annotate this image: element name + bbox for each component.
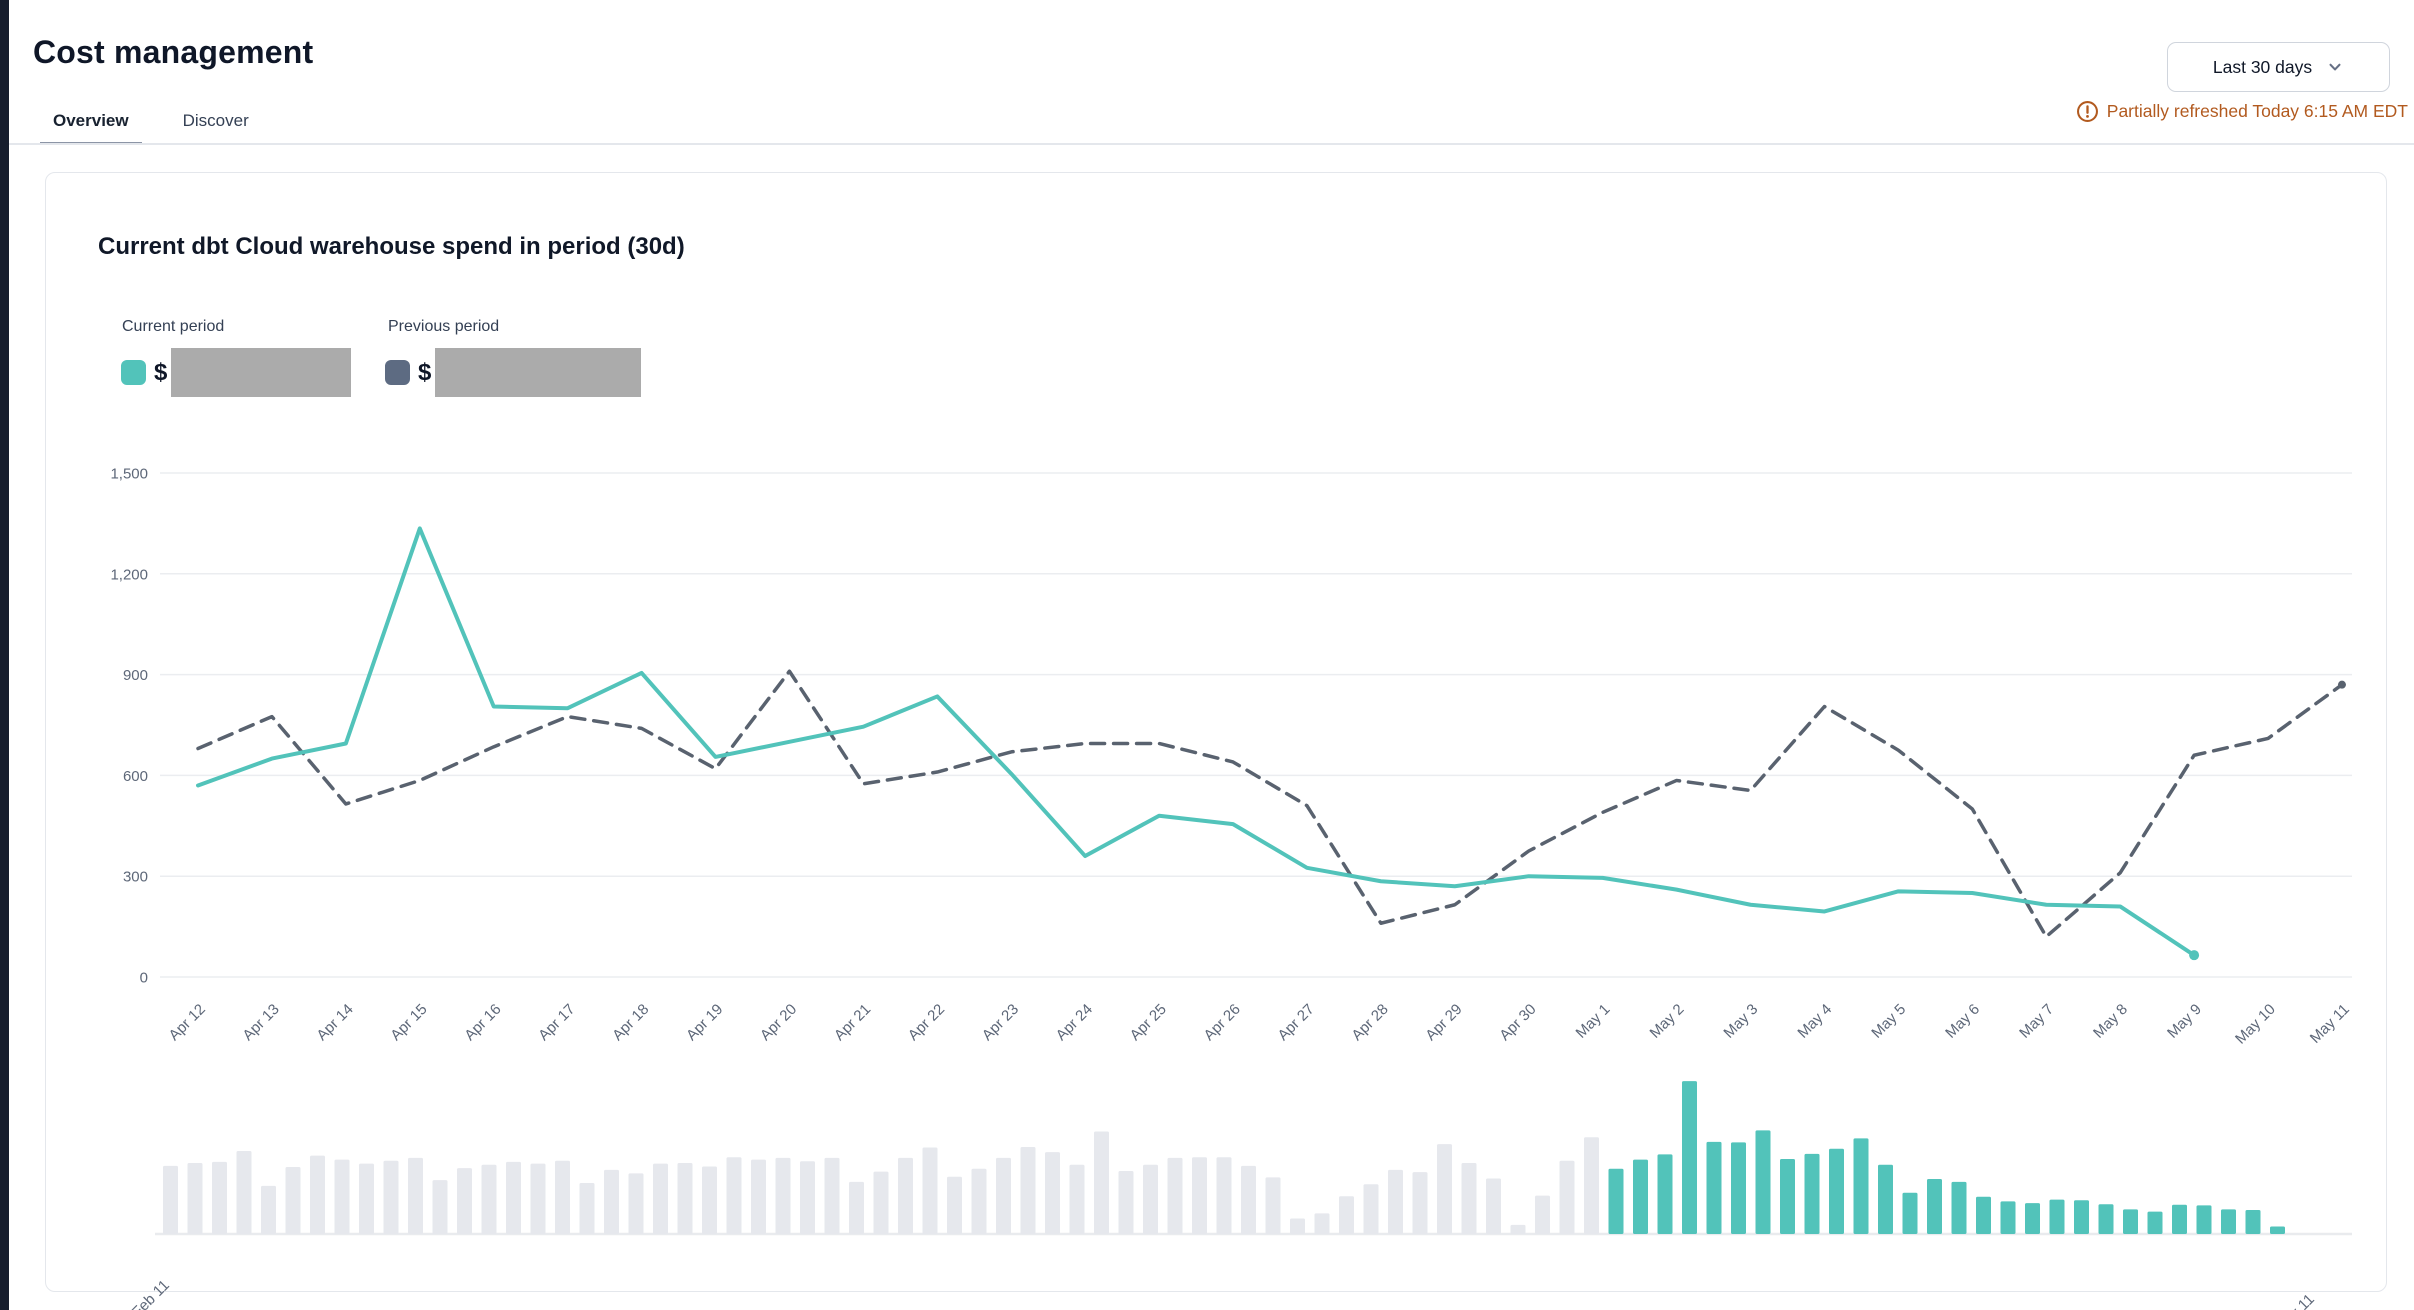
tab-overview-label: Overview	[53, 111, 129, 130]
svg-text:May 5: May 5	[1868, 1001, 1909, 1042]
chevron-down-icon	[2329, 63, 2341, 71]
svg-text:1,200: 1,200	[110, 566, 148, 583]
legend-current-currency: $	[154, 358, 168, 386]
svg-text:600: 600	[123, 768, 148, 785]
legend-previous-redacted-value	[435, 348, 642, 397]
svg-text:May 11: May 11	[2272, 1291, 2318, 1310]
range-navigator-bar-chart[interactable]: Feb 11 May 11	[60, 1050, 2380, 1310]
spend-line-chart[interactable]: 0 300 600 900 1,200 1,500 Apr 12 Apr 13 Apr 14 Ap…	[60, 435, 2380, 1050]
svg-text:Apr 29: Apr 29	[1422, 1001, 1465, 1044]
tab-bar: Overview Discover	[40, 100, 262, 145]
period-select-dropdown[interactable]: Last 30 days	[2167, 42, 2390, 92]
svg-text:May 2: May 2	[1647, 1001, 1688, 1042]
svg-text:Apr 26: Apr 26	[1201, 1001, 1244, 1044]
spend-card	[45, 172, 2387, 1292]
legend-previous-value: $	[385, 348, 642, 397]
svg-text:Apr 22: Apr 22	[905, 1001, 948, 1044]
svg-text:Feb 11: Feb 11	[129, 1277, 173, 1310]
svg-text:0: 0	[140, 970, 148, 987]
svg-text:Apr 15: Apr 15	[387, 1001, 430, 1044]
svg-text:Apr 14: Apr 14	[313, 1001, 356, 1044]
period-select-value: Last 30 days	[2212, 56, 2313, 77]
svg-text:Apr 23: Apr 23	[979, 1001, 1022, 1044]
legend-current-swatch	[121, 360, 146, 385]
sidebar-edge	[0, 0, 9, 1310]
refresh-status: Partially refreshed Today 6:15 AM EDT	[1960, 100, 2408, 123]
svg-text:Apr 28: Apr 28	[1348, 1001, 1391, 1044]
header-divider	[9, 143, 2414, 145]
svg-text:May 1: May 1	[1573, 1001, 1614, 1042]
alert-circle-icon	[2076, 101, 2098, 122]
legend-current-value: $	[121, 348, 352, 397]
svg-text:Apr 21: Apr 21	[831, 1001, 874, 1044]
svg-text:May 6: May 6	[1942, 1001, 1983, 1042]
svg-text:May 3: May 3	[1720, 1001, 1761, 1042]
svg-text:Apr 20: Apr 20	[757, 1001, 800, 1044]
tab-discover[interactable]: Discover	[170, 100, 262, 145]
tab-overview[interactable]: Overview	[40, 100, 142, 145]
legend-previous-label: Previous period	[388, 318, 500, 335]
tab-discover-label: Discover	[182, 111, 249, 130]
svg-text:1,500: 1,500	[110, 466, 148, 483]
legend-previous-swatch	[385, 360, 410, 385]
svg-text:Apr 24: Apr 24	[1053, 1001, 1096, 1044]
svg-text:May 11: May 11	[2307, 1001, 2353, 1047]
svg-text:Apr 30: Apr 30	[1496, 1001, 1539, 1044]
svg-text:May 4: May 4	[1794, 1001, 1835, 1042]
svg-text:May 7: May 7	[2016, 1001, 2057, 1042]
refresh-status-text: Partially refreshed Today 6:15 AM EDT	[2106, 101, 2408, 121]
svg-text:Apr 13: Apr 13	[239, 1001, 282, 1044]
svg-text:May 10: May 10	[2232, 1001, 2279, 1048]
svg-text:Apr 27: Apr 27	[1275, 1001, 1318, 1044]
svg-text:Apr 16: Apr 16	[461, 1001, 504, 1044]
legend-current-redacted-value	[171, 348, 352, 397]
svg-text:Apr 25: Apr 25	[1127, 1001, 1170, 1044]
legend-previous-currency: $	[418, 358, 432, 386]
legend-current-label: Current period	[122, 318, 225, 335]
svg-text:300: 300	[123, 869, 148, 886]
spend-card-title: Current dbt Cloud warehouse spend in per…	[98, 233, 685, 260]
svg-text:May 8: May 8	[2090, 1001, 2131, 1042]
svg-text:Apr 12: Apr 12	[166, 1001, 209, 1044]
page-title: Cost management	[33, 34, 314, 70]
svg-text:Apr 17: Apr 17	[535, 1001, 578, 1044]
svg-text:Apr 18: Apr 18	[609, 1001, 652, 1044]
svg-text:May 9: May 9	[2164, 1001, 2205, 1042]
svg-text:900: 900	[123, 667, 148, 684]
svg-text:Apr 19: Apr 19	[683, 1001, 726, 1044]
